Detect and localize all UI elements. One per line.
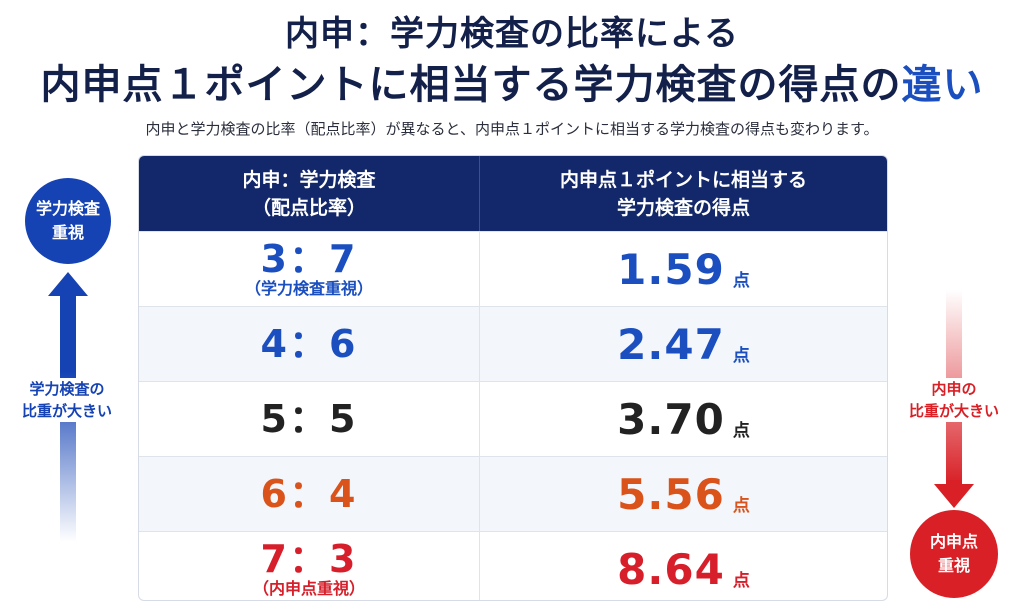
ratio-cell: 6：4 [139,457,480,531]
ratio-value: 7：3 [260,537,358,581]
badge-exam-emphasis: 学力検査 重視 [25,178,111,264]
score-value: 2.47 [617,319,725,369]
title-main: 内申点１ポイントに相当する学力検査の得点の [40,62,902,108]
score-unit: 点 [732,345,750,366]
ratio-note: （学力検査重視） [244,279,373,298]
score-value: 3.70 [617,394,725,444]
label-naishin-weight: 内申の 比重が大きい [896,378,1012,422]
badge-exam-line2: 重視 [51,223,84,242]
title-line-1: 内申：学力検査の比率による [285,14,739,54]
badge-exam-line1: 学力検査 [35,199,100,218]
label-naishin-line1: 内申の [931,380,977,398]
score-unit: 点 [732,495,750,516]
score-value: 8.64 [617,544,725,594]
header-ratio-line2: （配点比率） [251,196,366,219]
score-cell: 1.59 点 [480,232,887,306]
label-exam-line1: 学力検査の [29,380,105,398]
score-value: 1.59 [617,244,725,294]
header-ratio: 内申：学力検査 （配点比率） [139,156,480,231]
badge-naishin-line2: 重視 [937,556,970,575]
score-cell: 5.56 点 [480,457,887,531]
title-line-2: 内申点１ポイントに相当する学力検査の得点の違い [0,52,1024,110]
header-ratio-line1: 内申：学力検査 [242,168,376,191]
title-accent: 違い [901,62,984,108]
table-row: 7：3 （内申点重視） 8.64 点 [139,531,887,600]
table-row: 6：4 5.56 点 [139,456,887,531]
ratio-value: 6：4 [260,472,358,516]
ratio-cell: 4：6 [139,307,480,381]
label-exam-weight: 学力検査の 比重が大きい [12,378,122,422]
header-score-line1: 内申点１ポイントに相当する [559,168,807,191]
score-cell: 3.70 点 [480,382,887,456]
table-row: 5：5 3.70 点 [139,381,887,456]
ratio-value: 4：6 [260,322,358,366]
ratio-value: 3：7 [260,237,358,281]
ratio-cell: 3：7 （学力検査重視） [139,232,480,306]
table-row: 3：7 （学力検査重視） 1.59 点 [139,231,887,306]
score-unit: 点 [732,270,750,291]
table-row: 4：6 2.47 点 [139,306,887,381]
ratio-value: 5：5 [260,397,358,441]
score-unit: 点 [732,420,750,441]
ratio-cell: 7：3 （内申点重視） [139,532,480,600]
ratio-score-table: 内申：学力検査 （配点比率） 内申点１ポイントに相当する 学力検査の得点 3：7… [138,155,888,601]
score-cell: 8.64 点 [480,532,887,600]
ratio-cell: 5：5 [139,382,480,456]
ratio-note: （内申点重視） [252,579,365,598]
label-naishin-line2: 比重が大きい [908,402,999,420]
table-header: 内申：学力検査 （配点比率） 内申点１ポイントに相当する 学力検査の得点 [139,156,887,231]
subtitle: 内申と学力検査の比率（配点比率）が異なると、内申点１ポイントに相当する学力検査の… [145,120,879,138]
label-exam-line2: 比重が大きい [21,402,112,420]
header-score-line2: 学力検査の得点 [616,196,750,219]
score-unit: 点 [732,570,750,591]
badge-naishin-line1: 内申点 [929,532,978,551]
header-score: 内申点１ポイントに相当する 学力検査の得点 [480,156,887,231]
score-cell: 2.47 点 [480,307,887,381]
badge-naishin-emphasis: 内申点 重視 [910,510,998,598]
score-value: 5.56 [617,469,725,519]
